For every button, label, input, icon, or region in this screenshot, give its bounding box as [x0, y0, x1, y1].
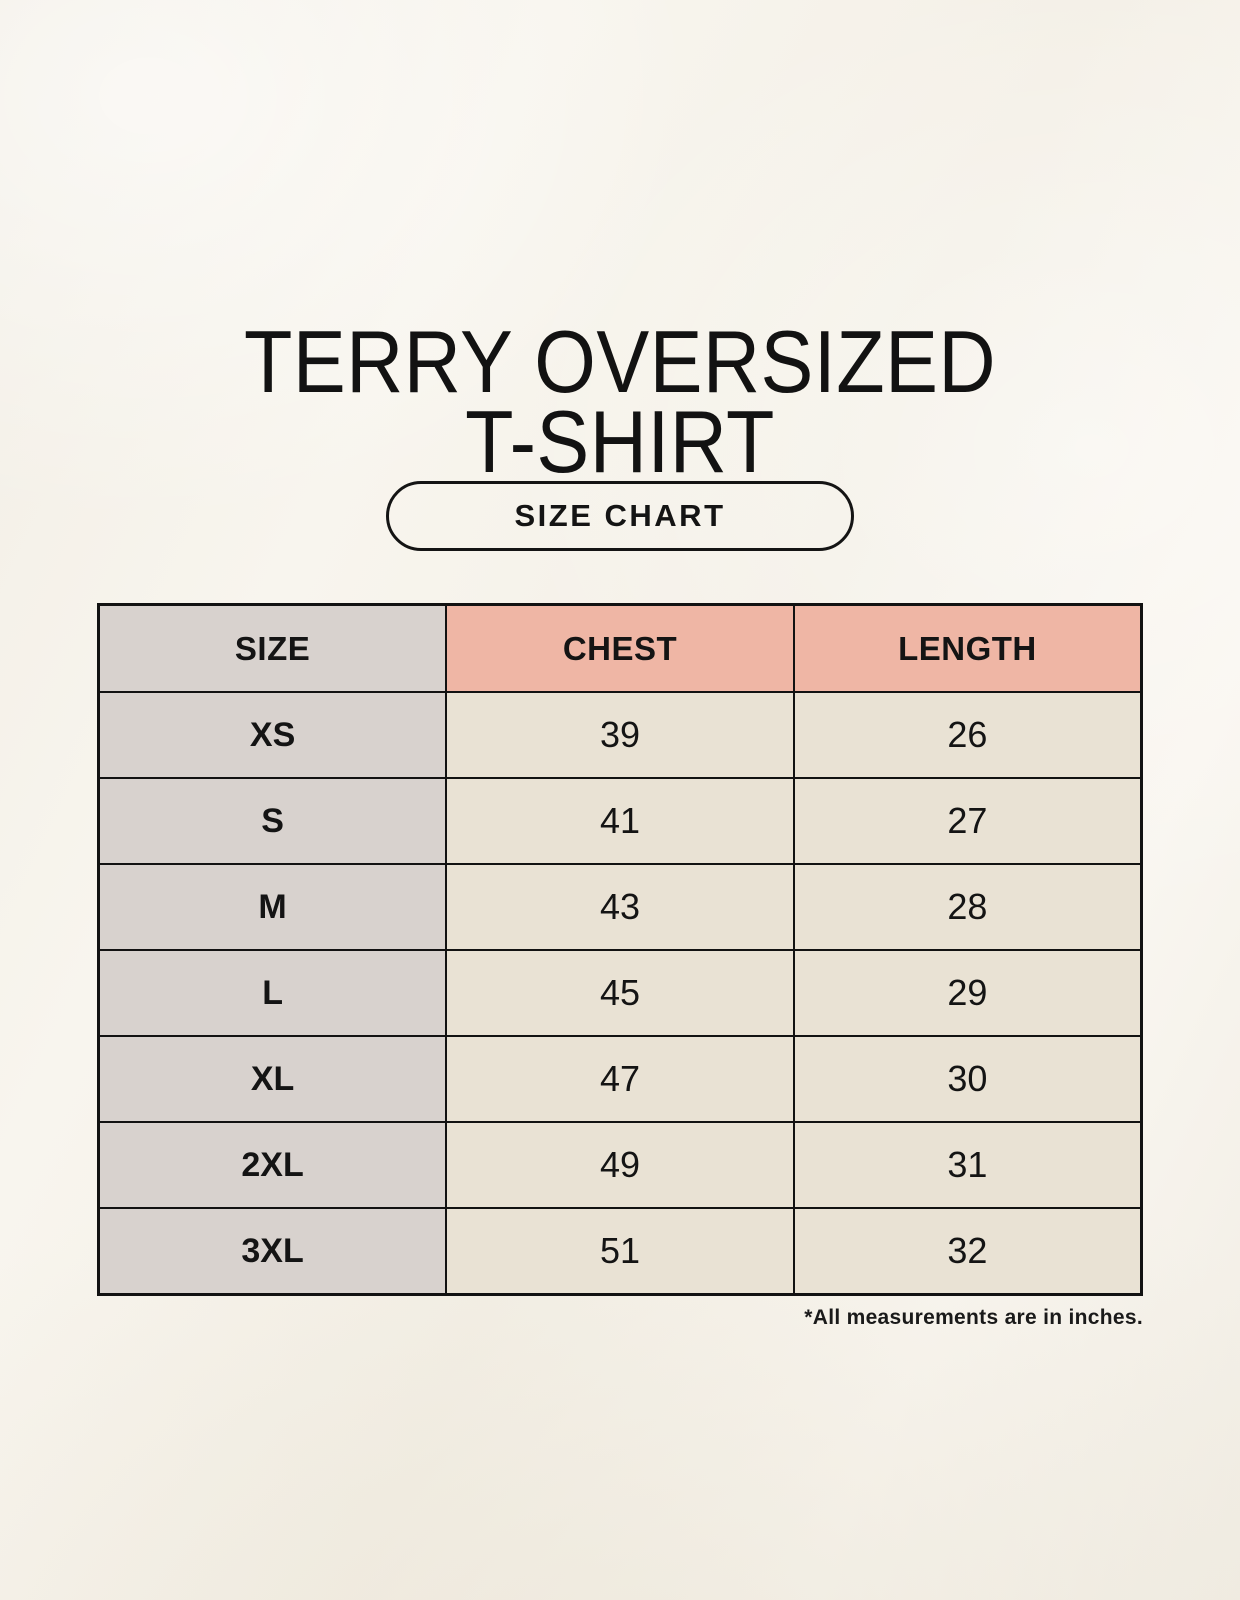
- length-cell: 26: [792, 691, 1143, 779]
- size-cell: M: [97, 863, 448, 951]
- table-row: S 41 27: [97, 777, 1143, 865]
- chest-cell: 43: [445, 863, 795, 951]
- length-cell: 27: [792, 777, 1143, 865]
- chest-cell: 49: [445, 1121, 795, 1209]
- size-cell: 2XL: [97, 1121, 448, 1209]
- length-cell: 32: [792, 1207, 1143, 1296]
- column-header-chest: CHEST: [445, 603, 795, 693]
- size-cell: XS: [97, 691, 448, 779]
- length-cell: 30: [792, 1035, 1143, 1123]
- length-cell: 28: [792, 863, 1143, 951]
- chest-cell: 41: [445, 777, 795, 865]
- size-cell: 3XL: [97, 1207, 448, 1296]
- size-chart-button[interactable]: SIZE CHART: [386, 481, 854, 551]
- chest-cell: 39: [445, 691, 795, 779]
- size-cell: XL: [97, 1035, 448, 1123]
- page-title-line2: T-SHIRT: [465, 391, 775, 491]
- table-header-row: SIZE CHEST LENGTH: [97, 603, 1143, 693]
- column-header-length: LENGTH: [792, 603, 1143, 693]
- size-cell: S: [97, 777, 448, 865]
- table-row: XS 39 26: [97, 691, 1143, 779]
- chest-cell: 47: [445, 1035, 795, 1123]
- page-title: TERRY OVERSIZED T-SHIRT: [170, 311, 1070, 491]
- chest-cell: 51: [445, 1207, 795, 1296]
- size-chart-table: SIZE CHEST LENGTH XS 39 26 S 41 27 M 43 …: [97, 603, 1143, 1296]
- size-cell: L: [97, 949, 448, 1037]
- page-title-line1: TERRY OVERSIZED: [243, 311, 997, 411]
- table-row: L 45 29: [97, 949, 1143, 1037]
- length-cell: 31: [792, 1121, 1143, 1209]
- table-row: 2XL 49 31: [97, 1121, 1143, 1209]
- chest-cell: 45: [445, 949, 795, 1037]
- size-chart-table-container: SIZE CHEST LENGTH XS 39 26 S 41 27 M 43 …: [97, 603, 1143, 1296]
- length-cell: 29: [792, 949, 1143, 1037]
- table-row: XL 47 30: [97, 1035, 1143, 1123]
- table-row: 3XL 51 32: [97, 1207, 1143, 1296]
- measurements-footnote: *All measurements are in inches.: [804, 1306, 1143, 1329]
- table-row: M 43 28: [97, 863, 1143, 951]
- column-header-size: SIZE: [97, 603, 448, 693]
